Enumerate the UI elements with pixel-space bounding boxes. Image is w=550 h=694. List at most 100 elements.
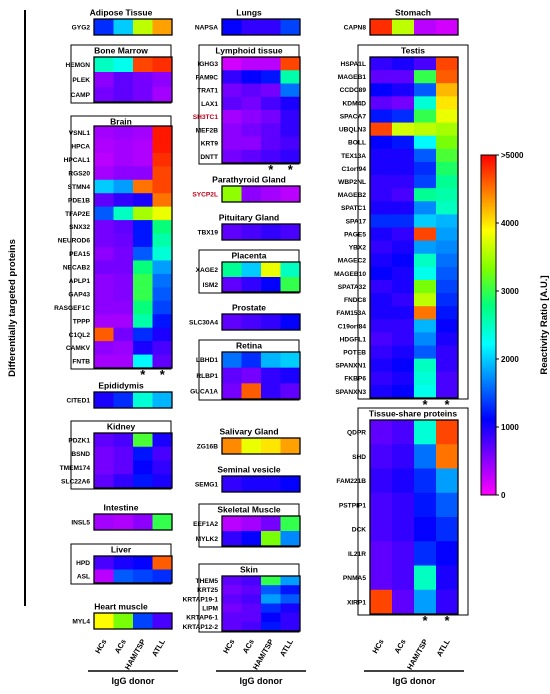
cell-fkbp6-atll [436,371,459,386]
cell-camkv-ham-tsp [133,341,153,355]
cell-necab2-atll [152,260,173,275]
cell-hpca-acs [113,139,134,154]
gene-label-tbx19: TBX19 [197,229,218,236]
cell-sycp2l-acs [241,186,262,203]
cell-magec2-atll [436,253,459,268]
cell-gyg2-hcs [94,19,114,36]
cell-lipm-acs [241,603,262,614]
cell-spata32-acs [392,279,415,294]
cell-mageb10-acs [392,266,415,281]
cell-mef2b-atll [280,123,301,137]
significance-star: * [288,162,294,177]
cell-spa17-hcs [370,214,393,228]
gene-label-trat1: TRAT1 [197,88,218,95]
cell-pea15-hcs [94,247,114,261]
cell-krtap19-1-acs [241,594,262,604]
cell-krtap19-1-atll [280,594,301,604]
heatmap-border-testis [369,56,459,399]
cell-kdm4d-ham-tsp [414,96,437,110]
cell-hpd-ham-tsp [133,556,153,570]
gene-label-napsa: NAPSA [195,24,218,31]
cell-c19orf84-acs [392,319,415,333]
cell-slc30a4-acs [241,314,262,331]
cell-mageb2-acs [392,188,415,202]
cell-boll-ham-tsp [414,135,437,150]
cell-fntb-hcs [94,354,114,369]
cell-dck-acs [392,517,415,542]
gene-label-stmn4: STMN4 [68,184,91,191]
x-axis-title: IgG donor [112,676,155,686]
cell-tmem174-acs [113,460,134,475]
gene-label-lbhd1: LBHD1 [196,357,218,364]
x-tick-hcs: HCs [221,638,236,656]
cell-fam153a-atll [436,306,459,320]
x-tick-atll: ATLL [435,637,452,658]
cell-trat1-ham-tsp [261,83,281,98]
cell-stmn4-atll [152,179,173,194]
panel-title-heart-muscle: Heart muscle [94,602,148,612]
gene-label-pea15: PEA15 [69,251,90,258]
gene-label-tmem174: TMEM174 [60,465,91,472]
gene-label-guca1a: GUCA1A [190,389,218,396]
cell-ybx2-ham-tsp [414,240,437,255]
gene-label-rgs20: RGS20 [68,170,90,177]
cell-boll-acs [392,135,415,150]
panel-skeletal-muscle: Skeletal Muscle EEF1A2 MYLK2 [193,503,301,548]
cell-qdpr-atll [436,420,459,445]
heatmap-border-adipose-tissue [93,18,173,36]
cell-dntt-atll [280,149,301,164]
gene-label-snx32: SNX32 [69,224,90,231]
gene-label-sh3tc1: SH3TC1 [193,114,219,121]
cell-lipm-hcs [222,603,242,614]
cell-aplp1-acs [113,273,134,288]
gene-label-krtap19-1: KRTAP19-1 [183,596,219,603]
gene-label-ism2: ISM2 [203,282,219,289]
cell-semg1-atll [280,476,301,493]
cell-mageb10-atll [436,266,459,281]
cell-hspa1l-atll [436,57,459,71]
cell-tppp-acs [113,314,134,329]
cell-il21r-acs [392,541,415,566]
cell-shd-acs [392,444,415,469]
gene-label-krtap12-2: KRTAP12-2 [183,624,219,631]
gene-label-mageb1: MAGEB1 [338,74,367,81]
cell-tppp-ham-tsp [133,314,153,329]
heatmap-border-epididymis [93,391,173,409]
heatmap-border-stomach [369,18,459,36]
heatmap-border-lungs [221,18,301,36]
panel-skin: Skin THEM5 KRT25 KRTAP19-1 LIPM KRTAP6-1 KRTAP… [183,563,301,633]
cell-spanxn3-hcs [370,384,393,399]
gene-label-lax1: LAX1 [201,101,218,108]
cell-page5-hcs [370,227,393,242]
cell-lax1-hcs [222,96,242,111]
cell-camp-acs [113,87,134,103]
cell-stmn4-ham-tsp [133,179,153,194]
cell-ubqln3-ham-tsp [414,122,437,137]
cell-rasgef1c-atll [152,300,173,315]
cell-hdgfl1-acs [392,332,415,346]
cell-dntt-ham-tsp [261,149,281,164]
cell-page5-ham-tsp [414,227,437,242]
cell-xage2-ham-tsp [261,262,281,278]
gene-label-neurod6: NEUROD6 [58,238,91,245]
cell-hpca-hcs [94,139,114,154]
cell-spanxn1-ham-tsp [414,358,437,373]
cell-camp-ham-tsp [133,87,153,103]
gene-label-pstpip1: PSTPIP1 [339,502,366,509]
cell-tfap2e-acs [113,206,134,221]
cell-spa17-acs [392,214,415,228]
gene-label-slc22a6: SLC22A6 [61,479,90,486]
cell-shd-atll [436,444,459,469]
x-tick-hcs: HCs [93,638,108,656]
cell-asl-hcs [94,569,114,584]
cell-krtap19-1-hcs [222,594,242,604]
panel-seminal-vesicle: Seminal vesicle SEMG1 [195,465,301,493]
panel-prostate: Prostate SLC30A4 [189,303,301,331]
cell-snx32-hcs [94,220,114,234]
cell-hdgfl1-atll [436,332,459,346]
cell-mylk2-ham-tsp [261,531,281,547]
heatmap-border-bone-marrow [93,56,173,103]
cell-pea15-atll [152,247,173,261]
cell-pea15-ham-tsp [133,247,153,261]
cell-camkv-hcs [94,341,114,355]
